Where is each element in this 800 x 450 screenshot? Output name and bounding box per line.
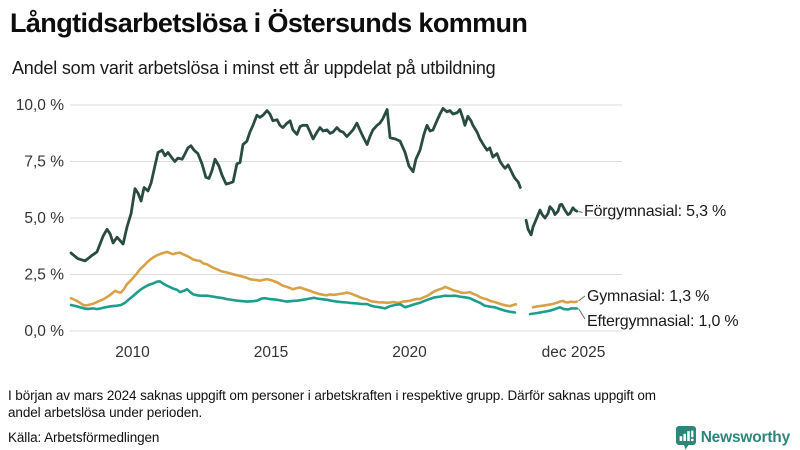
x-tick-label: 2020: [392, 344, 427, 361]
y-tick-label: 0,0 %: [24, 323, 64, 340]
x-tick-label: 2010: [115, 344, 150, 361]
label-connector: [578, 308, 586, 320]
footnote-line-1: I början av mars 2024 saknas uppgift om …: [8, 388, 656, 403]
series-line-eftergymnasial: [528, 305, 579, 316]
series-line-förgymnasial: [524, 202, 579, 237]
x-tick-label: 2015: [254, 344, 288, 361]
chart-footnote: I början av mars 2024 saknas uppgift om …: [8, 387, 800, 421]
series-line-gymnasial: [69, 250, 518, 308]
newsworthy-logo-icon: [675, 426, 696, 450]
y-tick-label: 5,0 %: [24, 210, 64, 227]
label-connector: [578, 211, 583, 213]
source-text: Källa: Arbetsförmedlingen: [8, 430, 160, 445]
label-connector: [578, 295, 586, 302]
series-label-gymnasial: Gymnasial: 1,3 %: [587, 288, 710, 305]
series-line-gymnasial: [531, 299, 579, 309]
series-label-forgymnasial: Förgymnasial: 5,3 %: [584, 203, 727, 220]
series-line-eftergymnasial: [69, 279, 517, 314]
series-line-förgymnasial: [69, 107, 522, 263]
chart-title: Långtidsarbetslösa i Östersunds kommun: [10, 8, 528, 38]
series-label-eftergymnasial: Eftergymnasial: 1,0 %: [587, 313, 739, 330]
newsworthy-brand: Newsworthy: [675, 426, 791, 450]
y-tick-label: 10,0 %: [16, 97, 64, 114]
x-tick-label: dec 2025: [542, 344, 606, 361]
newsworthy-wordmark: Newsworthy: [700, 429, 791, 446]
chart-subtitle: Andel som varit arbetslösa i minst ett å…: [12, 58, 496, 78]
y-tick-label: 2,5 %: [24, 267, 64, 284]
y-tick-label: 7,5 %: [24, 154, 64, 171]
footnote-line-2: andel arbetslösa under perioden.: [8, 405, 203, 420]
